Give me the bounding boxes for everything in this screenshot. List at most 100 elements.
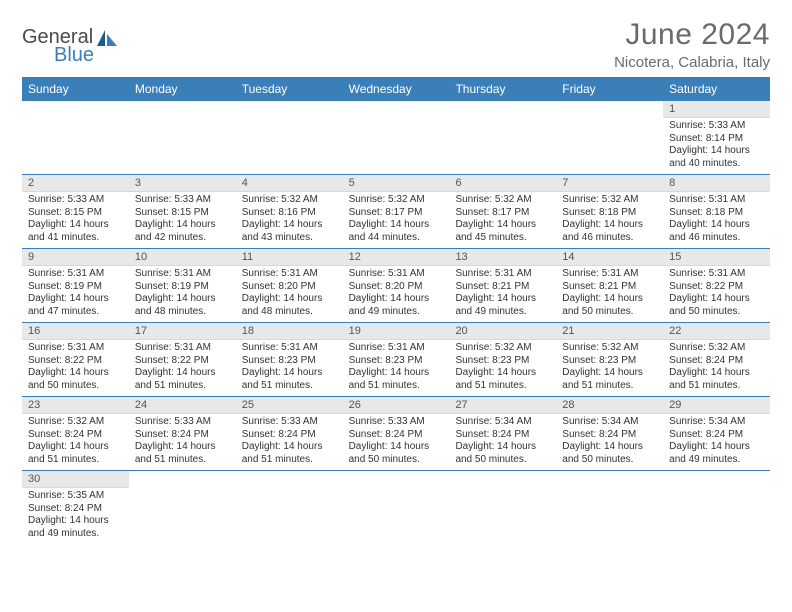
day-cell: 27Sunrise: 5:34 AMSunset: 8:24 PMDayligh… — [449, 397, 556, 470]
day-line: and 47 minutes. — [28, 306, 123, 319]
day-line: and 49 minutes. — [28, 528, 123, 541]
weekday-friday: Friday — [556, 77, 663, 101]
day-line: and 51 minutes. — [349, 380, 444, 393]
day-body: Sunrise: 5:31 AMSunset: 8:21 PMDaylight:… — [556, 266, 663, 322]
day-line: Sunrise: 5:31 AM — [135, 268, 230, 281]
day-body: Sunrise: 5:33 AMSunset: 8:24 PMDaylight:… — [129, 414, 236, 470]
day-cell: 25Sunrise: 5:33 AMSunset: 8:24 PMDayligh… — [236, 397, 343, 470]
day-cell: 10Sunrise: 5:31 AMSunset: 8:19 PMDayligh… — [129, 249, 236, 322]
day-line: Sunrise: 5:31 AM — [242, 268, 337, 281]
day-line: and 49 minutes. — [669, 454, 764, 467]
day-line: Sunset: 8:15 PM — [28, 207, 123, 220]
day-number: 25 — [236, 397, 343, 414]
day-line: Sunset: 8:24 PM — [455, 429, 550, 442]
day-line: Sunrise: 5:31 AM — [349, 342, 444, 355]
day-body: Sunrise: 5:33 AMSunset: 8:24 PMDaylight:… — [343, 414, 450, 470]
day-line: Daylight: 14 hours — [135, 367, 230, 380]
day-number: 20 — [449, 323, 556, 340]
weekday-sunday: Sunday — [22, 77, 129, 101]
day-line: Sunset: 8:16 PM — [242, 207, 337, 220]
day-line: and 51 minutes. — [135, 380, 230, 393]
day-cell: 5Sunrise: 5:32 AMSunset: 8:17 PMDaylight… — [343, 175, 450, 248]
day-body: Sunrise: 5:32 AMSunset: 8:23 PMDaylight:… — [556, 340, 663, 396]
day-body: Sunrise: 5:32 AMSunset: 8:16 PMDaylight:… — [236, 192, 343, 248]
location: Nicotera, Calabria, Italy — [614, 54, 770, 71]
day-line: Sunset: 8:24 PM — [349, 429, 444, 442]
weekday-monday: Monday — [129, 77, 236, 101]
day-line: Daylight: 14 hours — [242, 441, 337, 454]
day-line: Daylight: 14 hours — [135, 293, 230, 306]
day-line: and 50 minutes. — [562, 454, 657, 467]
day-body: Sunrise: 5:33 AMSunset: 8:15 PMDaylight:… — [129, 192, 236, 248]
day-body: Sunrise: 5:32 AMSunset: 8:23 PMDaylight:… — [449, 340, 556, 396]
day-cell — [343, 471, 450, 544]
day-cell — [343, 101, 450, 174]
logo-text-2-wrap: Blue — [54, 44, 94, 67]
day-line: Sunset: 8:17 PM — [455, 207, 550, 220]
weekday-wednesday: Wednesday — [343, 77, 450, 101]
day-line: and 50 minutes. — [28, 380, 123, 393]
day-line: Sunset: 8:24 PM — [135, 429, 230, 442]
day-line: Daylight: 14 hours — [455, 219, 550, 232]
day-number: 22 — [663, 323, 770, 340]
day-cell: 15Sunrise: 5:31 AMSunset: 8:22 PMDayligh… — [663, 249, 770, 322]
day-line: Daylight: 14 hours — [669, 367, 764, 380]
day-line: Sunset: 8:24 PM — [28, 503, 123, 516]
day-number: 3 — [129, 175, 236, 192]
day-number: 15 — [663, 249, 770, 266]
day-line: and 51 minutes. — [242, 454, 337, 467]
day-line: Sunset: 8:21 PM — [562, 281, 657, 294]
week-row: 1Sunrise: 5:33 AMSunset: 8:14 PMDaylight… — [22, 101, 770, 175]
day-cell: 24Sunrise: 5:33 AMSunset: 8:24 PMDayligh… — [129, 397, 236, 470]
day-cell: 4Sunrise: 5:32 AMSunset: 8:16 PMDaylight… — [236, 175, 343, 248]
day-line: Sunrise: 5:34 AM — [669, 416, 764, 429]
day-body: Sunrise: 5:31 AMSunset: 8:20 PMDaylight:… — [236, 266, 343, 322]
day-line: and 51 minutes. — [28, 454, 123, 467]
day-line: and 46 minutes. — [669, 232, 764, 245]
day-body: Sunrise: 5:34 AMSunset: 8:24 PMDaylight:… — [449, 414, 556, 470]
day-line: Daylight: 14 hours — [562, 219, 657, 232]
day-line: Sunset: 8:23 PM — [455, 355, 550, 368]
day-cell: 19Sunrise: 5:31 AMSunset: 8:23 PMDayligh… — [343, 323, 450, 396]
day-number: 12 — [343, 249, 450, 266]
day-number: 26 — [343, 397, 450, 414]
day-body: Sunrise: 5:31 AMSunset: 8:21 PMDaylight:… — [449, 266, 556, 322]
weekday-row: Sunday Monday Tuesday Wednesday Thursday… — [22, 77, 770, 101]
day-line: and 50 minutes. — [562, 306, 657, 319]
day-line: and 41 minutes. — [28, 232, 123, 245]
day-cell: 26Sunrise: 5:33 AMSunset: 8:24 PMDayligh… — [343, 397, 450, 470]
day-line: Daylight: 14 hours — [669, 293, 764, 306]
day-body: Sunrise: 5:33 AMSunset: 8:14 PMDaylight:… — [663, 118, 770, 174]
day-cell: 30Sunrise: 5:35 AMSunset: 8:24 PMDayligh… — [22, 471, 129, 544]
weeks-container: 1Sunrise: 5:33 AMSunset: 8:14 PMDaylight… — [22, 101, 770, 544]
day-line: Sunset: 8:24 PM — [669, 355, 764, 368]
day-line: Sunrise: 5:33 AM — [349, 416, 444, 429]
day-cell — [236, 101, 343, 174]
day-number: 4 — [236, 175, 343, 192]
day-body: Sunrise: 5:32 AMSunset: 8:24 PMDaylight:… — [22, 414, 129, 470]
day-cell — [129, 101, 236, 174]
day-line: Daylight: 14 hours — [669, 441, 764, 454]
day-number: 24 — [129, 397, 236, 414]
day-line: Sunset: 8:24 PM — [28, 429, 123, 442]
day-line: Sunrise: 5:32 AM — [28, 416, 123, 429]
day-line: Daylight: 14 hours — [28, 293, 123, 306]
day-line: Sunset: 8:23 PM — [242, 355, 337, 368]
day-line: Sunset: 8:23 PM — [562, 355, 657, 368]
day-line: and 44 minutes. — [349, 232, 444, 245]
day-number: 5 — [343, 175, 450, 192]
day-line: Sunset: 8:15 PM — [135, 207, 230, 220]
day-line: Daylight: 14 hours — [242, 219, 337, 232]
day-line: Daylight: 14 hours — [562, 293, 657, 306]
day-body: Sunrise: 5:31 AMSunset: 8:19 PMDaylight:… — [22, 266, 129, 322]
day-line: Sunset: 8:14 PM — [669, 133, 764, 146]
day-line: and 43 minutes. — [242, 232, 337, 245]
day-cell — [129, 471, 236, 544]
day-cell: 2Sunrise: 5:33 AMSunset: 8:15 PMDaylight… — [22, 175, 129, 248]
day-line: Sunrise: 5:32 AM — [562, 342, 657, 355]
day-cell: 23Sunrise: 5:32 AMSunset: 8:24 PMDayligh… — [22, 397, 129, 470]
day-cell — [663, 471, 770, 544]
day-line: and 48 minutes. — [135, 306, 230, 319]
week-row: 30Sunrise: 5:35 AMSunset: 8:24 PMDayligh… — [22, 471, 770, 544]
day-cell: 22Sunrise: 5:32 AMSunset: 8:24 PMDayligh… — [663, 323, 770, 396]
